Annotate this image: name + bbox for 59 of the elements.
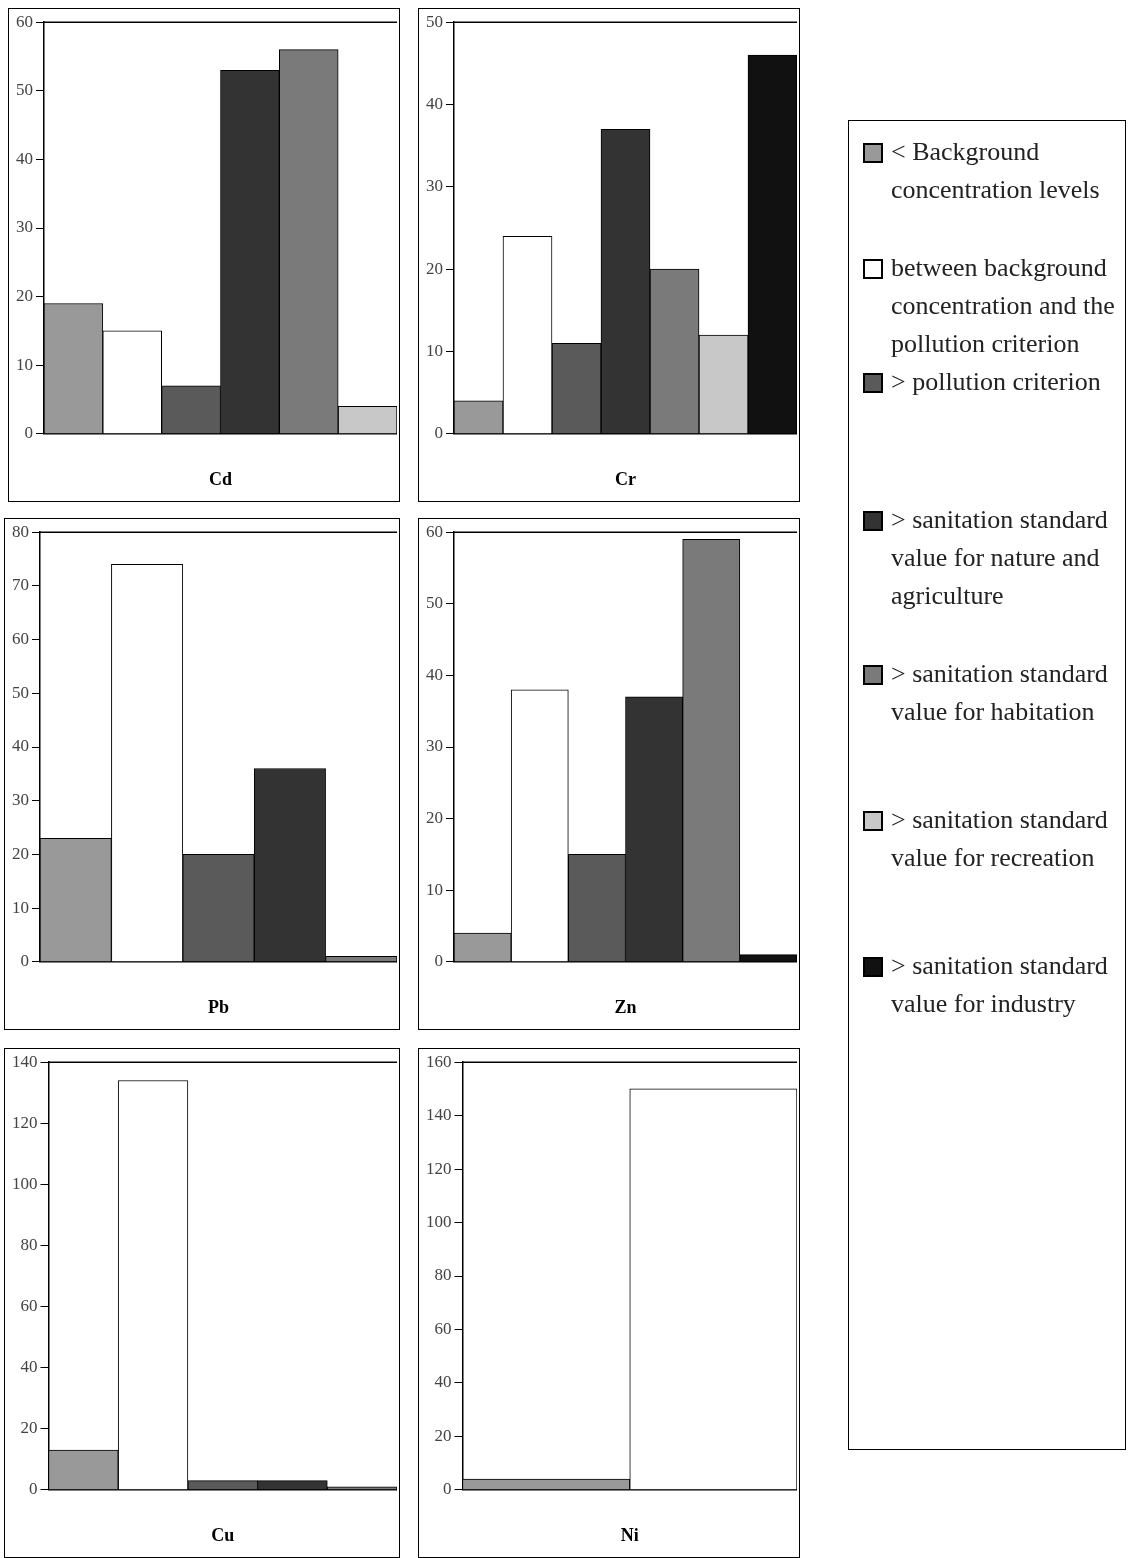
- y-tick-label: 70: [12, 575, 29, 595]
- y-tick-label: 20: [12, 843, 29, 863]
- y-tick-label: 50: [12, 682, 29, 702]
- y-tick-label: 10: [12, 897, 29, 917]
- y-tick-label: 20: [16, 286, 33, 306]
- y-tick-label: 80: [20, 1234, 38, 1254]
- y-tick-label: 40: [426, 93, 443, 113]
- y-tick-label: 50: [426, 593, 443, 613]
- x-axis-title: Cr: [615, 468, 636, 489]
- legend-label: > pollution criterion: [891, 366, 1101, 398]
- y-tick-label: 50: [16, 80, 33, 100]
- y-tick-label: 40: [434, 1372, 452, 1392]
- y-tick-label: 0: [434, 423, 443, 443]
- y-tick-label: 120: [426, 1158, 452, 1178]
- y-tick-label: 20: [426, 808, 443, 828]
- y-tick-label: 10: [426, 340, 443, 360]
- y-tick-label: 40: [12, 736, 29, 756]
- y-tick-label: 40: [16, 148, 33, 168]
- y-tick-label: 30: [426, 736, 443, 756]
- y-tick-label: 80: [434, 1265, 452, 1285]
- y-tick-label: 160: [426, 1051, 452, 1071]
- y-tick-label: 0: [24, 423, 33, 443]
- y-tick-label: 80: [12, 521, 29, 541]
- legend-label: between background concentration and the pollution criterion: [891, 252, 1116, 360]
- y-tick-label: 0: [434, 951, 443, 971]
- legend-label: > sanitation standard value for industry: [891, 950, 1109, 1020]
- x-axis-title: Ni: [620, 1524, 639, 1545]
- y-tick-label: 30: [12, 790, 29, 810]
- y-tick-label: 60: [20, 1296, 38, 1316]
- y-tick-label: 10: [16, 354, 33, 374]
- legend-label: > sanitation standard value for recreation: [891, 804, 1109, 874]
- y-tick-label: 120: [12, 1112, 38, 1132]
- y-tick-label: 20: [20, 1418, 38, 1438]
- legend-label: > sanitation standard value for habitation: [891, 658, 1109, 728]
- y-tick-label: 40: [20, 1357, 38, 1377]
- y-tick-label: 40: [426, 664, 443, 684]
- x-axis-title: Zn: [614, 996, 637, 1017]
- y-tick-label: 100: [426, 1212, 452, 1232]
- y-tick-label: 30: [16, 217, 33, 237]
- y-tick-label: 60: [434, 1318, 452, 1338]
- x-axis-title: Cu: [211, 1524, 235, 1545]
- y-tick-label: 0: [443, 1479, 452, 1499]
- y-tick-label: 30: [426, 176, 443, 196]
- y-tick-label: 10: [426, 879, 443, 899]
- y-tick-label: 140: [426, 1105, 452, 1125]
- x-axis-title: Pb: [207, 996, 230, 1017]
- y-tick-label: 20: [426, 258, 443, 278]
- legend-label: > sanitation standard value for nature and agriculture: [891, 504, 1109, 612]
- y-tick-label: 50: [426, 11, 443, 31]
- y-tick-label: 0: [29, 1479, 38, 1499]
- y-tick-label: 60: [16, 11, 33, 31]
- y-tick-label: 60: [12, 629, 29, 649]
- legend-label: < Background concentration levels: [891, 136, 1101, 206]
- y-tick-label: 140: [12, 1051, 38, 1071]
- y-tick-label: 60: [426, 521, 443, 541]
- y-tick-label: 0: [20, 951, 29, 971]
- y-tick-label: 20: [434, 1425, 452, 1445]
- y-tick-label: 100: [12, 1173, 38, 1193]
- x-axis-title: Cd: [208, 468, 233, 489]
